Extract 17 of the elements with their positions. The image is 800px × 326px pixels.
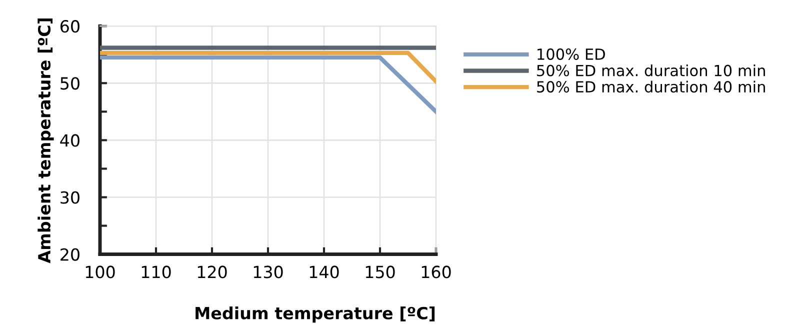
x-tick-label: 140 xyxy=(310,266,339,278)
x-tick-label: 160 xyxy=(422,266,451,278)
y-tick-label: 50 xyxy=(60,77,80,90)
y-tick-label: 40 xyxy=(60,134,80,147)
legend-label: 50% ED max. duration 10 min xyxy=(537,64,765,76)
x-tick-label: 150 xyxy=(366,266,395,278)
x-tick-label: 100 xyxy=(86,266,115,278)
legend-label: 50% ED max. duration 40 min xyxy=(537,80,765,93)
y-tick-label: 60 xyxy=(60,20,80,33)
x-tick-label: 120 xyxy=(198,266,227,278)
x-tick-label: 130 xyxy=(254,266,283,278)
y-axis-title: Ambient temperature [ºC] xyxy=(38,18,54,264)
y-tick-label: 20 xyxy=(60,248,80,261)
y-tick-label: 30 xyxy=(60,191,80,204)
x-tick-label: 110 xyxy=(142,266,171,278)
legend-label: 100% ED xyxy=(538,48,605,60)
x-axis-title: Medium temperature [ºC] xyxy=(196,306,435,323)
